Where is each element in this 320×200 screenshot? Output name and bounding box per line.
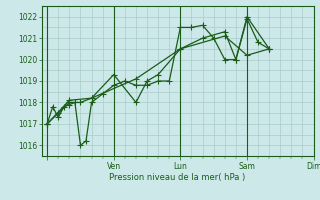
X-axis label: Pression niveau de la mer( hPa ): Pression niveau de la mer( hPa ) [109,173,246,182]
